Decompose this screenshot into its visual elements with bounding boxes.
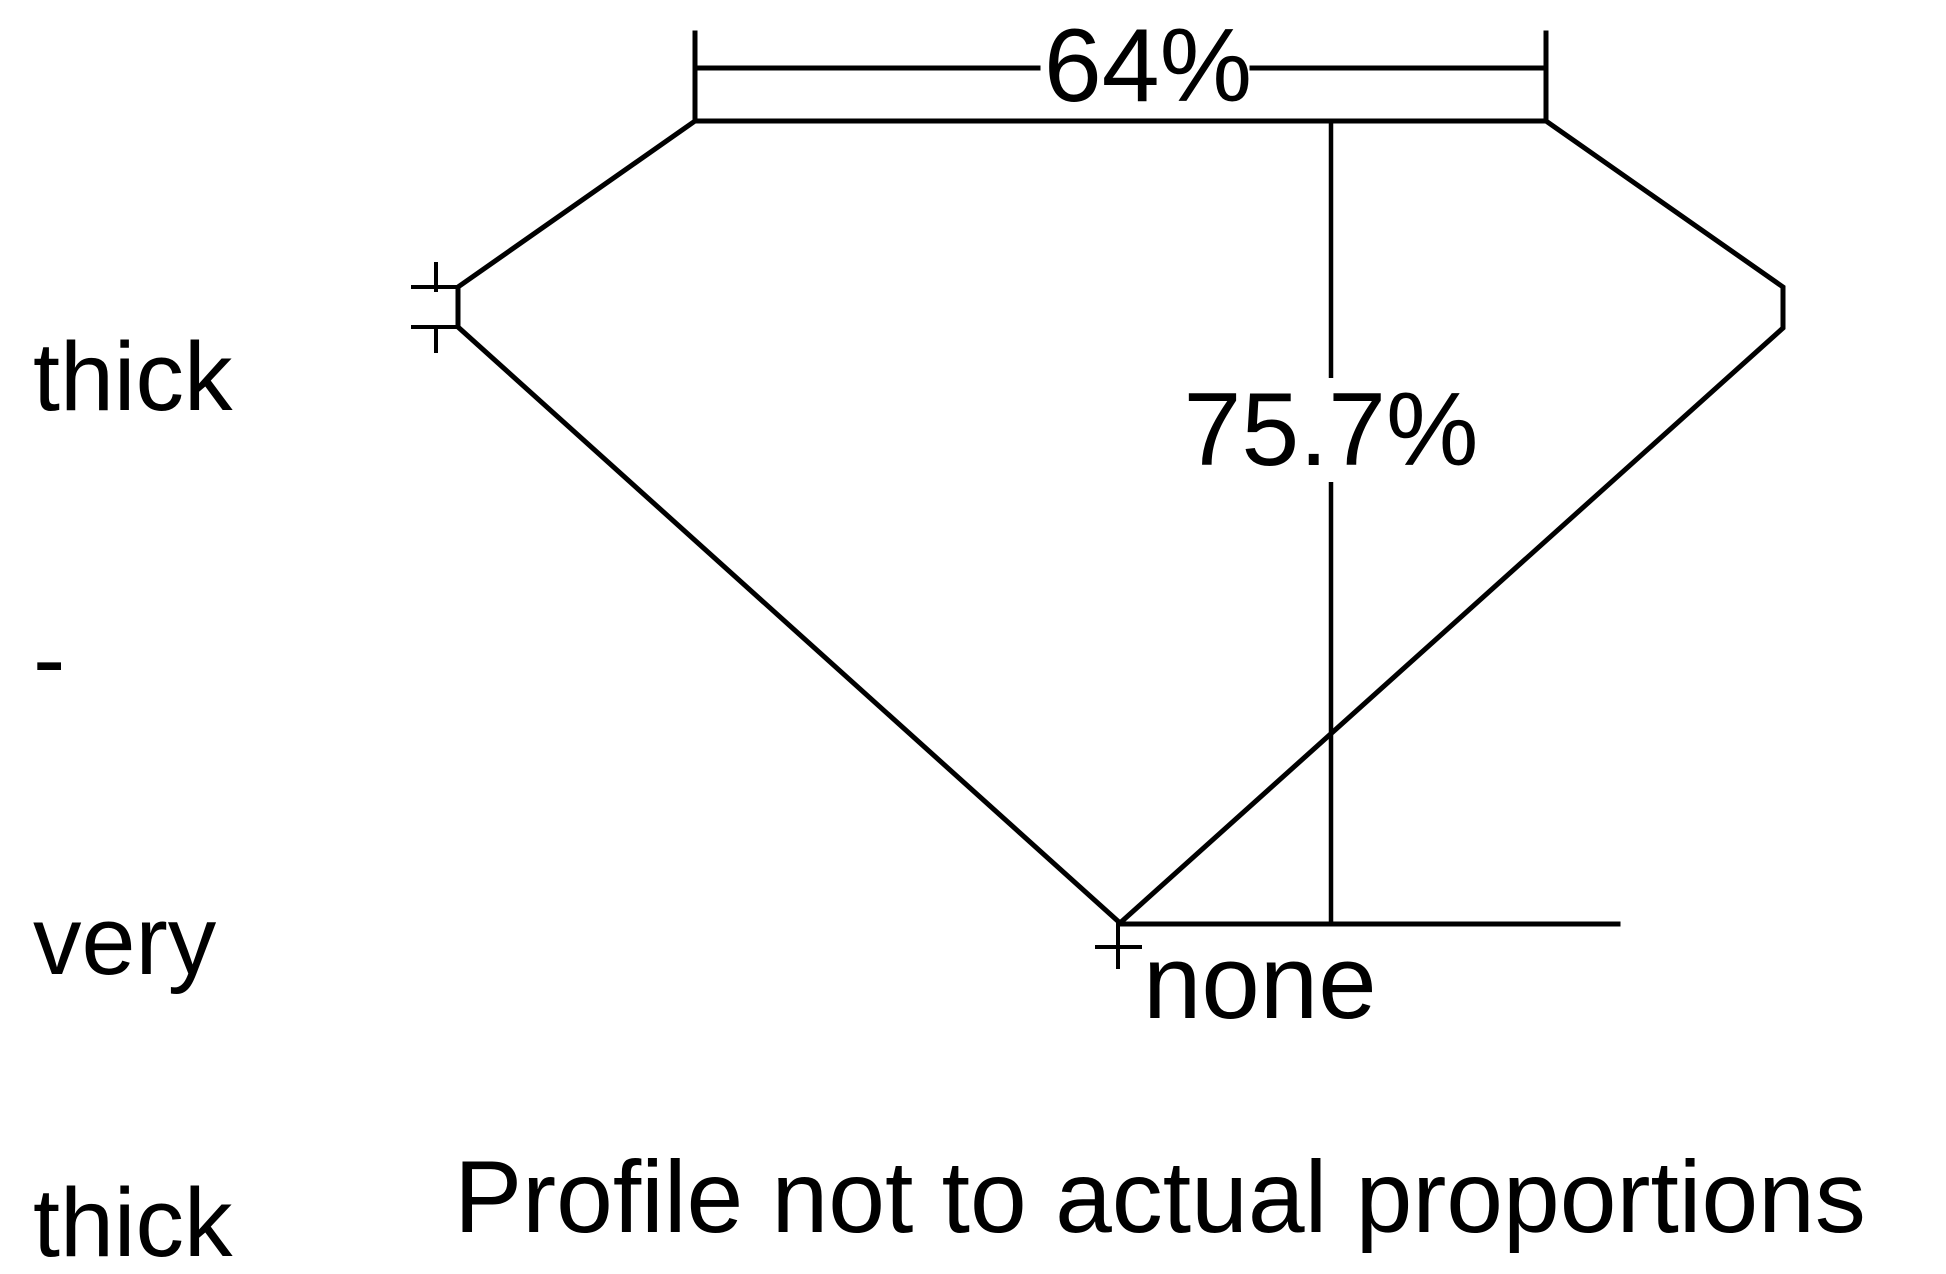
girdle-thickness-ticks — [411, 262, 460, 353]
diamond-outline — [455, 118, 1786, 927]
girdle-thickness-label-line-4: thick — [33, 1168, 233, 1274]
girdle-thickness-label-line-2: - — [33, 604, 66, 713]
culet-size-label: none — [1143, 924, 1377, 1041]
table-width-percentage-label: 64% — [1043, 8, 1253, 124]
girdle-thickness-label-line-1: thick — [33, 322, 233, 431]
culet-plus-tick — [1095, 921, 1142, 969]
girdle-thickness-label: thick - very thick — [33, 142, 232, 1274]
caption-text: Profile not to actual proportions — [454, 1140, 1866, 1254]
depth-percentage-label: 75.7% — [1173, 378, 1489, 482]
girdle-thickness-label-line-3: very — [33, 886, 217, 995]
